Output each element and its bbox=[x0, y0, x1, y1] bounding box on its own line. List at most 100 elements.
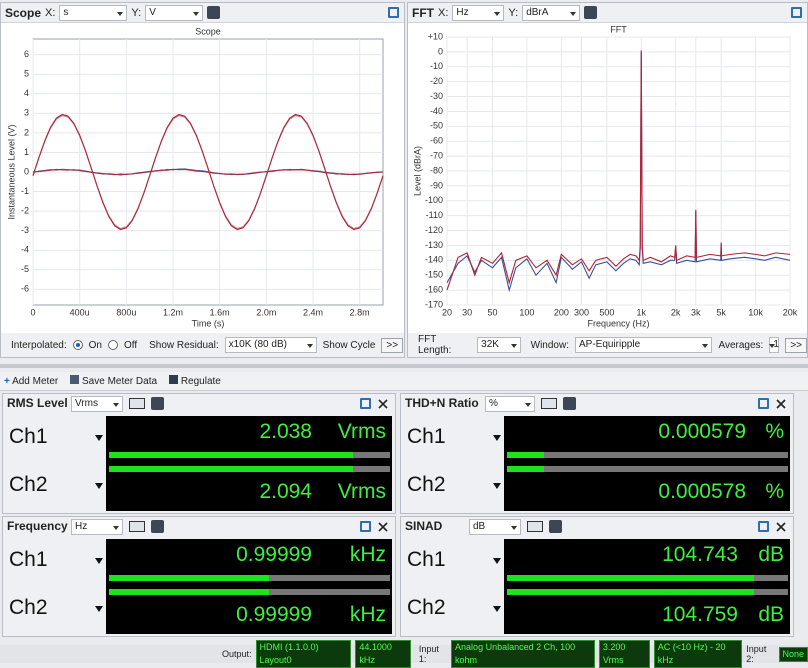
window-dropdown[interactable]: AP-Equiripple bbox=[575, 337, 712, 353]
add-meter-text: Add Meter bbox=[12, 376, 58, 387]
y-tick-label: -1 bbox=[21, 186, 29, 196]
meter-value: 0.000578 bbox=[658, 480, 746, 504]
regulate-button[interactable]: Regulate bbox=[169, 375, 221, 387]
y-tick-label: 0 bbox=[438, 46, 443, 56]
save-meter-button[interactable]: Save Meter Data bbox=[70, 375, 157, 387]
close-icon[interactable] bbox=[776, 399, 786, 409]
channel-label: Ch2 bbox=[407, 596, 446, 620]
meter-toolbar: + Add Meter Save Meter Data Regulate bbox=[0, 372, 808, 391]
y-unit-dropdown[interactable]: dBrA bbox=[522, 5, 580, 21]
y-unit-dropdown[interactable]: V bbox=[145, 5, 203, 21]
channel-dropdown[interactable] bbox=[493, 435, 501, 441]
radio-on[interactable] bbox=[73, 340, 83, 350]
meter-value: 104.759 bbox=[662, 603, 738, 627]
channel-dropdown[interactable] bbox=[493, 483, 501, 489]
meter-value: 2.094 bbox=[259, 480, 312, 504]
level-bar bbox=[507, 575, 788, 581]
more-button[interactable]: >> bbox=[381, 338, 403, 353]
settings-icon[interactable] bbox=[563, 397, 576, 410]
x-tick-label: 1k bbox=[636, 307, 646, 317]
level-bar bbox=[507, 589, 788, 595]
level-fill bbox=[109, 466, 353, 472]
x-tick-label: 2.8m bbox=[350, 307, 370, 317]
off-label: Off bbox=[124, 340, 137, 351]
close-icon[interactable] bbox=[378, 399, 388, 409]
show-cycle-label: Show Cycle bbox=[323, 340, 376, 351]
x-axis-label: Time (s) bbox=[192, 318, 225, 328]
scope-header: Scope X: s Y: V bbox=[1, 3, 404, 23]
y-label: Y: bbox=[131, 7, 141, 19]
interpolated-label: Interpolated: bbox=[11, 340, 67, 351]
y-tick-label: -150 bbox=[425, 270, 443, 280]
y-tick-label: -100 bbox=[425, 195, 443, 205]
channel-dropdown[interactable] bbox=[95, 435, 103, 441]
channel-dropdown[interactable] bbox=[95, 558, 103, 564]
channel-dropdown[interactable] bbox=[493, 606, 501, 612]
settings-icon[interactable] bbox=[207, 6, 220, 19]
settings-icon[interactable] bbox=[151, 397, 164, 410]
close-glyph bbox=[379, 400, 387, 408]
channel-dropdown[interactable] bbox=[95, 483, 103, 489]
add-meter-button[interactable]: + Add Meter bbox=[4, 376, 58, 387]
averages-input[interactable]: 1 bbox=[769, 337, 779, 353]
level-bar bbox=[109, 466, 390, 472]
x-tick-label: 2.4m bbox=[303, 307, 323, 317]
display-icon[interactable] bbox=[527, 521, 543, 532]
y-tick-label: -4 bbox=[21, 245, 29, 255]
x-unit-dropdown[interactable]: Hz bbox=[452, 5, 504, 21]
settings-icon[interactable] bbox=[151, 520, 164, 533]
unit-dropdown[interactable]: dB bbox=[469, 519, 521, 535]
splitter[interactable] bbox=[0, 364, 808, 368]
channel-dropdown[interactable] bbox=[493, 558, 501, 564]
radio-off[interactable] bbox=[108, 340, 118, 350]
settings-icon[interactable] bbox=[584, 6, 597, 19]
close-icon[interactable] bbox=[776, 522, 786, 532]
unit-dropdown[interactable]: Vrms bbox=[71, 396, 123, 412]
y-tick-label: -90 bbox=[430, 180, 443, 190]
fft-length-dropdown[interactable]: 32K bbox=[477, 337, 520, 353]
popout-icon[interactable] bbox=[758, 398, 769, 409]
input1-level: 3.200 Vrms bbox=[599, 640, 650, 668]
more-button[interactable]: >> bbox=[785, 338, 807, 353]
popout-icon[interactable] bbox=[791, 7, 802, 18]
y-axis-label: Instantaneous Level (V) bbox=[6, 124, 16, 219]
close-glyph bbox=[379, 523, 387, 531]
input1: Analog Unbalanced 2 Ch, 100 kohm bbox=[451, 640, 595, 668]
popout-icon[interactable] bbox=[758, 521, 769, 532]
y-tick-label: 2 bbox=[24, 127, 29, 137]
display-icon[interactable] bbox=[129, 521, 145, 532]
y-tick-label: 0 bbox=[24, 166, 29, 176]
meter-title: Frequency bbox=[7, 519, 68, 533]
x-tick-label: 10k bbox=[748, 307, 763, 317]
close-icon[interactable] bbox=[378, 522, 388, 532]
display-icon[interactable] bbox=[129, 398, 145, 409]
meter-value: 104.743 bbox=[662, 543, 738, 567]
status-bar: Output: HDMI (1.1.0.0) Layout0 44.1000 k… bbox=[0, 645, 808, 663]
level-fill bbox=[109, 589, 269, 595]
y-tick-label: -3 bbox=[21, 225, 29, 235]
unit-dropdown[interactable]: % bbox=[485, 396, 535, 412]
popout-icon[interactable] bbox=[360, 398, 371, 409]
channel-dropdown[interactable] bbox=[95, 606, 103, 612]
x-tick-label: 400u bbox=[70, 307, 90, 317]
y-tick-label: -6 bbox=[21, 284, 29, 294]
unit-dropdown[interactable]: Hz bbox=[71, 519, 123, 535]
fft-title: FFT bbox=[412, 6, 434, 20]
input2: None bbox=[779, 647, 808, 662]
x-unit-dropdown[interactable]: s bbox=[59, 5, 127, 21]
display-icon[interactable] bbox=[541, 398, 557, 409]
y-tick-label: -140 bbox=[425, 255, 443, 265]
residual-dropdown[interactable]: x10K (80 dB) bbox=[225, 337, 317, 353]
y-tick-label: 3 bbox=[24, 108, 29, 118]
popout-icon[interactable] bbox=[360, 521, 371, 532]
settings-icon[interactable] bbox=[549, 520, 562, 533]
popout-icon[interactable] bbox=[388, 7, 399, 18]
y-tick-label: -160 bbox=[425, 284, 443, 294]
fft-length-label: FFT Length: bbox=[418, 334, 471, 356]
level-fill bbox=[109, 575, 269, 581]
